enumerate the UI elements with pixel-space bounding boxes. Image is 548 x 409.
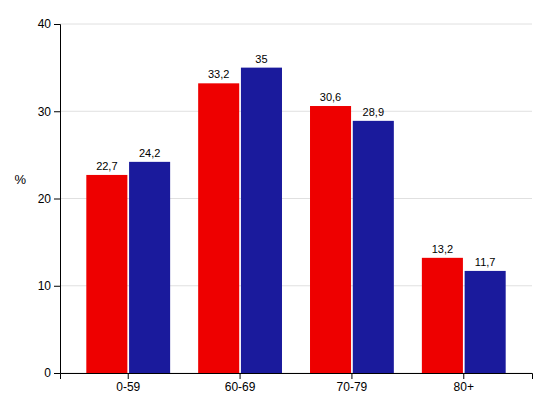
chart: 0 10 20 30 40 0-59 60-69 70-79 80+ 22,7 33,2 30,6 13… [0,0,548,409]
data-labels: 22,7 33,2 30,6 13,2 24,2 35 28,9 11,7 [96,53,495,268]
tick-label: 80+ [454,380,474,394]
tick-mark [54,111,60,112]
bar [241,68,282,373]
axis-line [61,374,533,380]
x-axis: 0-59 60-69 70-79 80+ [61,373,533,394]
chart-container: 0 10 20 30 40 0-59 60-69 70-79 80+ 22,7 33,2 30,6 13… [0,0,548,409]
data-label: 30,6 [320,91,341,103]
y-axis-label: % [14,172,26,187]
axis-line [54,25,61,374]
bars [86,68,505,373]
bar [353,121,394,373]
tick-mark [54,199,60,200]
tick-mark [240,373,241,379]
tick: 0-59 [116,373,140,394]
data-label: 35 [255,53,267,65]
tick-mark [54,286,60,287]
tick-label: 10 [38,279,52,293]
tick-label: 0-59 [116,380,140,394]
grid-line [60,111,532,112]
tick: 0 [44,366,60,380]
grid-line [60,24,532,25]
tick: 20 [38,192,60,206]
tick-label: 70-79 [337,380,368,394]
tick-label: 40 [38,17,52,31]
bar [129,162,170,373]
data-label: 33,2 [208,68,229,80]
plot: 0 10 20 30 40 0-59 60-69 70-79 80+ 22,7 33,2 30,6 13… [14,17,532,393]
tick: 60-69 [225,373,256,394]
data-label: 28,9 [363,106,384,118]
tick-label: 60-69 [225,380,256,394]
tick-label: 30 [38,105,52,119]
bar [310,106,351,373]
bar [86,175,127,373]
grid [60,24,532,373]
bar [198,83,239,373]
tick: 80+ [454,373,474,394]
y-axis: 0 10 20 30 40 [38,17,61,380]
tick-mark [54,24,60,25]
tick: 10 [38,279,60,293]
tick-mark [54,373,60,374]
tick-mark [128,373,129,379]
data-label: 11,7 [475,256,496,268]
tick: 70-79 [337,373,368,394]
tick-label: 20 [38,192,52,206]
tick-mark [351,373,352,379]
data-label: 22,7 [96,160,117,172]
bar [422,258,463,373]
data-label: 13,2 [432,243,453,255]
tick-mark [463,373,464,379]
tick: 40 [38,17,60,31]
data-label: 24,2 [139,147,160,159]
bar [465,271,506,373]
tick: 30 [38,105,60,119]
tick-label: 0 [44,366,51,380]
